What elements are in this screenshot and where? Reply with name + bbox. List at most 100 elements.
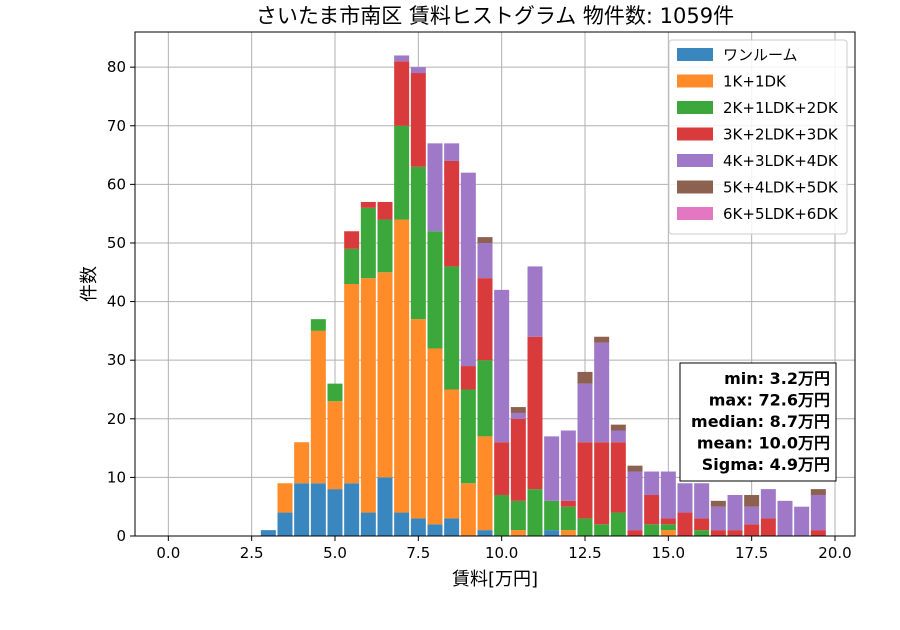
bar-segment-series-4 xyxy=(560,500,576,507)
bar-segment-series-4 xyxy=(627,530,643,536)
bar-segment-series-2 xyxy=(477,436,493,531)
bar-segment-series-2 xyxy=(310,330,326,484)
y-tick-label: 10 xyxy=(107,468,126,486)
bar-segment-series-3 xyxy=(694,530,710,536)
bar-segment-series-2 xyxy=(394,219,410,513)
bar-segment-series-5 xyxy=(544,436,560,501)
bar-segment-series-4 xyxy=(510,418,526,501)
bar-segment-series-6 xyxy=(577,371,593,384)
stats-line: min: 3.2万円 xyxy=(724,369,830,388)
bar-segment-series-5 xyxy=(494,289,510,443)
bar-segment-series-1 xyxy=(377,477,393,536)
bar-segment-series-5 xyxy=(777,500,793,536)
bar-segment-series-5 xyxy=(510,412,526,419)
bar-segment-series-3 xyxy=(310,319,326,331)
bar-segment-series-3 xyxy=(410,166,426,320)
x-axis-ticks: 0.0 2.5 5.0 7.5 10.0 12.5 15.0 17.5 20.0 xyxy=(156,536,852,562)
bar-segment-series-3 xyxy=(460,389,476,484)
legend-swatch xyxy=(677,101,713,114)
bar-segment-series-1 xyxy=(277,512,293,536)
y-axis-ticks: 0 10 20 30 40 50 60 70 80 xyxy=(107,58,135,545)
bar-segment-series-5 xyxy=(427,143,443,232)
bar-segment-series-5 xyxy=(394,55,410,62)
bar-segment-series-4 xyxy=(410,73,426,167)
bar-segment-series-6 xyxy=(510,407,526,413)
bar-segment-series-4 xyxy=(710,530,726,536)
bar-segment-series-4 xyxy=(344,231,360,249)
bar-segment-series-5 xyxy=(694,483,710,519)
bar-segment-series-6 xyxy=(810,489,826,495)
stats-line: mean: 10.0万円 xyxy=(697,434,830,453)
bar-segment-series-1 xyxy=(477,530,493,536)
y-tick-label: 60 xyxy=(107,175,126,193)
bar-segment-series-3 xyxy=(377,219,393,273)
bar-segment-series-6 xyxy=(594,336,610,343)
bar-segment-series-5 xyxy=(710,506,726,531)
bar-segment-series-4 xyxy=(760,518,776,536)
bar-segment-series-4 xyxy=(377,201,393,220)
y-axis-label: 件数 xyxy=(79,266,100,302)
bar-segment-series-1 xyxy=(427,524,443,536)
bar-segment-series-2 xyxy=(660,530,676,536)
bar-segment-series-5 xyxy=(477,242,493,279)
bar-segment-series-1 xyxy=(344,483,360,536)
x-axis-label: 賃料[万円] xyxy=(452,569,538,590)
bar-segment-series-5 xyxy=(744,506,760,525)
bar-segment-series-4 xyxy=(594,442,610,525)
bar-segment-series-4 xyxy=(360,201,376,208)
legend-swatch xyxy=(677,127,713,141)
bar-segment-series-3 xyxy=(610,512,626,536)
legend-swatch xyxy=(677,180,713,194)
y-tick-label: 50 xyxy=(107,234,126,252)
bar-segment-series-4 xyxy=(477,278,493,361)
bar-segment-series-5 xyxy=(460,172,476,367)
bar-segment-series-2 xyxy=(360,278,376,513)
x-tick-label: 0.0 xyxy=(156,544,180,562)
bar-segment-series-3 xyxy=(644,524,660,536)
bar-segment-series-5 xyxy=(594,342,610,443)
bar-segment-series-5 xyxy=(627,471,643,531)
bar-segment-series-5 xyxy=(760,489,776,519)
bar-segment-series-5 xyxy=(660,471,676,519)
bar-segment-series-2 xyxy=(444,389,460,519)
y-tick-label: 20 xyxy=(107,410,126,428)
bar-segment-series-4 xyxy=(810,530,826,536)
bar-segment-series-5 xyxy=(727,494,743,531)
bar-segment-series-1 xyxy=(444,518,460,536)
chart-title: さいたま市南区 賃料ヒストグラム 物件数: 1059件 xyxy=(256,4,734,28)
legend: ワンルーム 1K+1DK 2K+1LDK+2DK 3K+2LDK+3DK 4K+3LDK… xyxy=(668,39,848,235)
bar-segment-series-3 xyxy=(477,360,493,437)
legend-label: 2K+1LDK+2DK xyxy=(723,99,839,117)
bar-segment-series-2 xyxy=(344,284,360,484)
bar-segment-series-3 xyxy=(394,125,410,220)
bar-segment-series-6 xyxy=(627,465,643,472)
plot-frame xyxy=(134,31,856,537)
bar-segment-series-1 xyxy=(394,512,410,536)
bar-segment-series-6 xyxy=(610,424,626,431)
bar-segment-series-1 xyxy=(260,530,276,536)
bar-segment-series-2 xyxy=(294,442,310,484)
legend-swatch xyxy=(677,207,713,220)
bar-segment-series-4 xyxy=(444,160,460,267)
bar-segment-series-5 xyxy=(644,471,660,495)
bar-segment-series-3 xyxy=(344,248,360,284)
x-tick-label: 15.0 xyxy=(652,544,685,562)
x-tick-label: 17.5 xyxy=(735,544,768,562)
bar-segment-series-2 xyxy=(277,483,293,513)
x-tick-label: 5.0 xyxy=(323,544,347,562)
bar-segment-series-2 xyxy=(377,272,393,478)
bar-segment-series-1 xyxy=(294,483,310,536)
legend-swatch xyxy=(677,154,713,167)
y-tick-label: 80 xyxy=(107,58,126,76)
legend-label: 1K+1DK xyxy=(723,73,787,91)
x-tick-label: 7.5 xyxy=(406,544,430,562)
bar-segment-series-3 xyxy=(427,231,443,349)
bar-segment-series-1 xyxy=(410,518,426,536)
bar-segment-series-1 xyxy=(310,483,326,536)
bar-segment-series-6 xyxy=(710,500,726,507)
x-tick-label: 20.0 xyxy=(818,544,851,562)
bar-segment-series-2 xyxy=(410,319,426,519)
bar-segment-series-6 xyxy=(744,494,760,507)
bar-segment-series-3 xyxy=(527,489,543,536)
